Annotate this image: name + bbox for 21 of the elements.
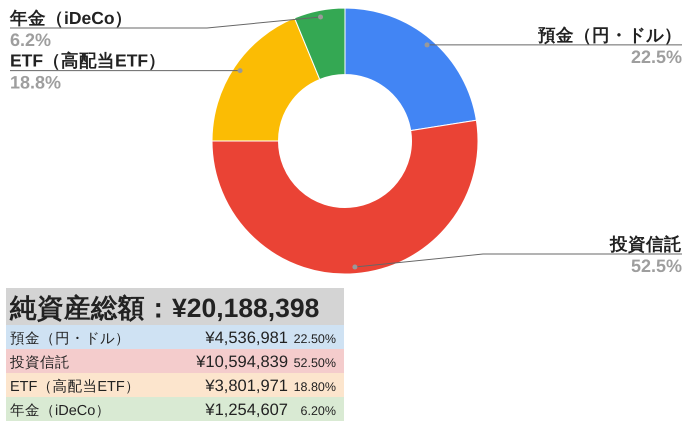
data-label: 6.2% (10, 30, 52, 50)
data-label: 22.5% (630, 46, 682, 67)
data-label: 6.20% (300, 404, 336, 418)
data-label: 22.50% (294, 332, 336, 346)
category-label: 投資信託 (9, 354, 70, 371)
data-label: 18.8% (10, 72, 62, 93)
slice-label: 投資信託 (609, 234, 682, 254)
category-label: 預金（円・ドル） (10, 330, 130, 347)
data-label: ¥1,254,607 (204, 401, 288, 419)
data-label: ¥3,801,971 (204, 377, 288, 395)
data-label: ¥4,536,981 (204, 329, 288, 347)
slice-label: ETF（高配当ETF） (10, 50, 166, 71)
data-label: 52.5% (630, 256, 682, 276)
data-label: ¥10,594,839 (195, 353, 288, 371)
data-label: 18.80% (294, 380, 336, 394)
category-label: 年金（iDeCo） (10, 402, 110, 419)
data-label: 52.50% (294, 356, 336, 370)
text: 純資産総額：¥20,188,398 (9, 293, 320, 323)
slice-label: 年金（iDeCo） (9, 8, 133, 28)
category-label: ETF（高配当ETF） (10, 378, 140, 395)
slice-label: 預金（円・ドル） (537, 24, 682, 45)
